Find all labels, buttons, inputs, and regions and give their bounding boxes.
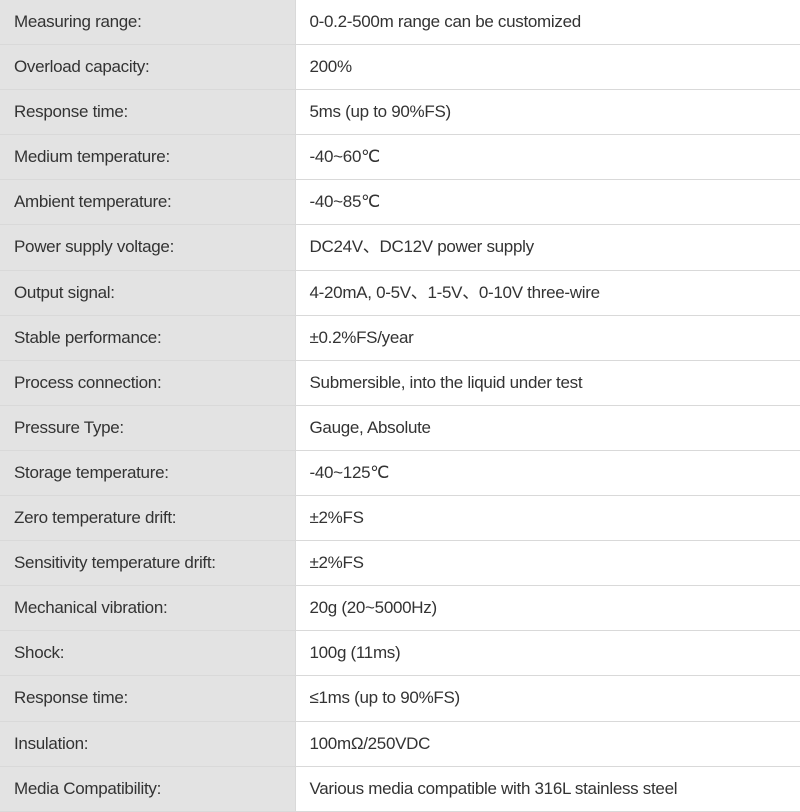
spec-value: ±0.2%FS/year: [295, 315, 800, 360]
table-body: Measuring range: 0-0.2-500m range can be…: [0, 0, 800, 811]
table-row: Power supply voltage: DC24V、DC12V power …: [0, 225, 800, 270]
spec-label: Storage temperature:: [0, 450, 295, 495]
table-row: Storage temperature: -40~125℃: [0, 450, 800, 495]
spec-value: Gauge, Absolute: [295, 405, 800, 450]
spec-value: -40~85℃: [295, 180, 800, 225]
table-row: Overload capacity: 200%: [0, 45, 800, 90]
spec-label: Shock:: [0, 631, 295, 676]
table-row: Zero temperature drift: ±2%FS: [0, 496, 800, 541]
spec-label: Pressure Type:: [0, 405, 295, 450]
spec-label: Process connection:: [0, 360, 295, 405]
spec-value: ≤1ms (up to 90%FS): [295, 676, 800, 721]
spec-label: Sensitivity temperature drift:: [0, 541, 295, 586]
specifications-table: Measuring range: 0-0.2-500m range can be…: [0, 0, 800, 812]
table-row: Shock: 100g (11ms): [0, 631, 800, 676]
spec-value: 5ms (up to 90%FS): [295, 90, 800, 135]
table-row: Response time: 5ms (up to 90%FS): [0, 90, 800, 135]
spec-value: 20g (20~5000Hz): [295, 586, 800, 631]
spec-label: Zero temperature drift:: [0, 496, 295, 541]
spec-label: Insulation:: [0, 721, 295, 766]
table-row: Mechanical vibration: 20g (20~5000Hz): [0, 586, 800, 631]
spec-label: Measuring range:: [0, 0, 295, 45]
spec-value: -40~60℃: [295, 135, 800, 180]
table-row: Response time: ≤1ms (up to 90%FS): [0, 676, 800, 721]
table-row: Sensitivity temperature drift: ±2%FS: [0, 541, 800, 586]
spec-label: Output signal:: [0, 270, 295, 315]
spec-label: Stable performance:: [0, 315, 295, 360]
spec-value: 4-20mA, 0-5V、1-5V、0-10V three-wire: [295, 270, 800, 315]
spec-label: Power supply voltage:: [0, 225, 295, 270]
spec-value: Various media compatible with 316L stain…: [295, 766, 800, 811]
table-row: Measuring range: 0-0.2-500m range can be…: [0, 0, 800, 45]
table-row: Pressure Type: Gauge, Absolute: [0, 405, 800, 450]
table-row: Ambient temperature: -40~85℃: [0, 180, 800, 225]
spec-value: -40~125℃: [295, 450, 800, 495]
spec-value: Submersible, into the liquid under test: [295, 360, 800, 405]
spec-label: Ambient temperature:: [0, 180, 295, 225]
spec-label: Mechanical vibration:: [0, 586, 295, 631]
spec-label: Response time:: [0, 90, 295, 135]
spec-label: Medium temperature:: [0, 135, 295, 180]
table-row: Insulation: 100mΩ/250VDC: [0, 721, 800, 766]
table-row: Media Compatibility: Various media compa…: [0, 766, 800, 811]
spec-label: Response time:: [0, 676, 295, 721]
table-row: Output signal: 4-20mA, 0-5V、1-5V、0-10V t…: [0, 270, 800, 315]
table-row: Medium temperature: -40~60℃: [0, 135, 800, 180]
table-row: Process connection: Submersible, into th…: [0, 360, 800, 405]
spec-value: 0-0.2-500m range can be customized: [295, 0, 800, 45]
spec-value: DC24V、DC12V power supply: [295, 225, 800, 270]
spec-value: 200%: [295, 45, 800, 90]
spec-label: Overload capacity:: [0, 45, 295, 90]
spec-value: 100mΩ/250VDC: [295, 721, 800, 766]
spec-label: Media Compatibility:: [0, 766, 295, 811]
table-row: Stable performance: ±0.2%FS/year: [0, 315, 800, 360]
spec-value: ±2%FS: [295, 541, 800, 586]
spec-value: 100g (11ms): [295, 631, 800, 676]
spec-value: ±2%FS: [295, 496, 800, 541]
